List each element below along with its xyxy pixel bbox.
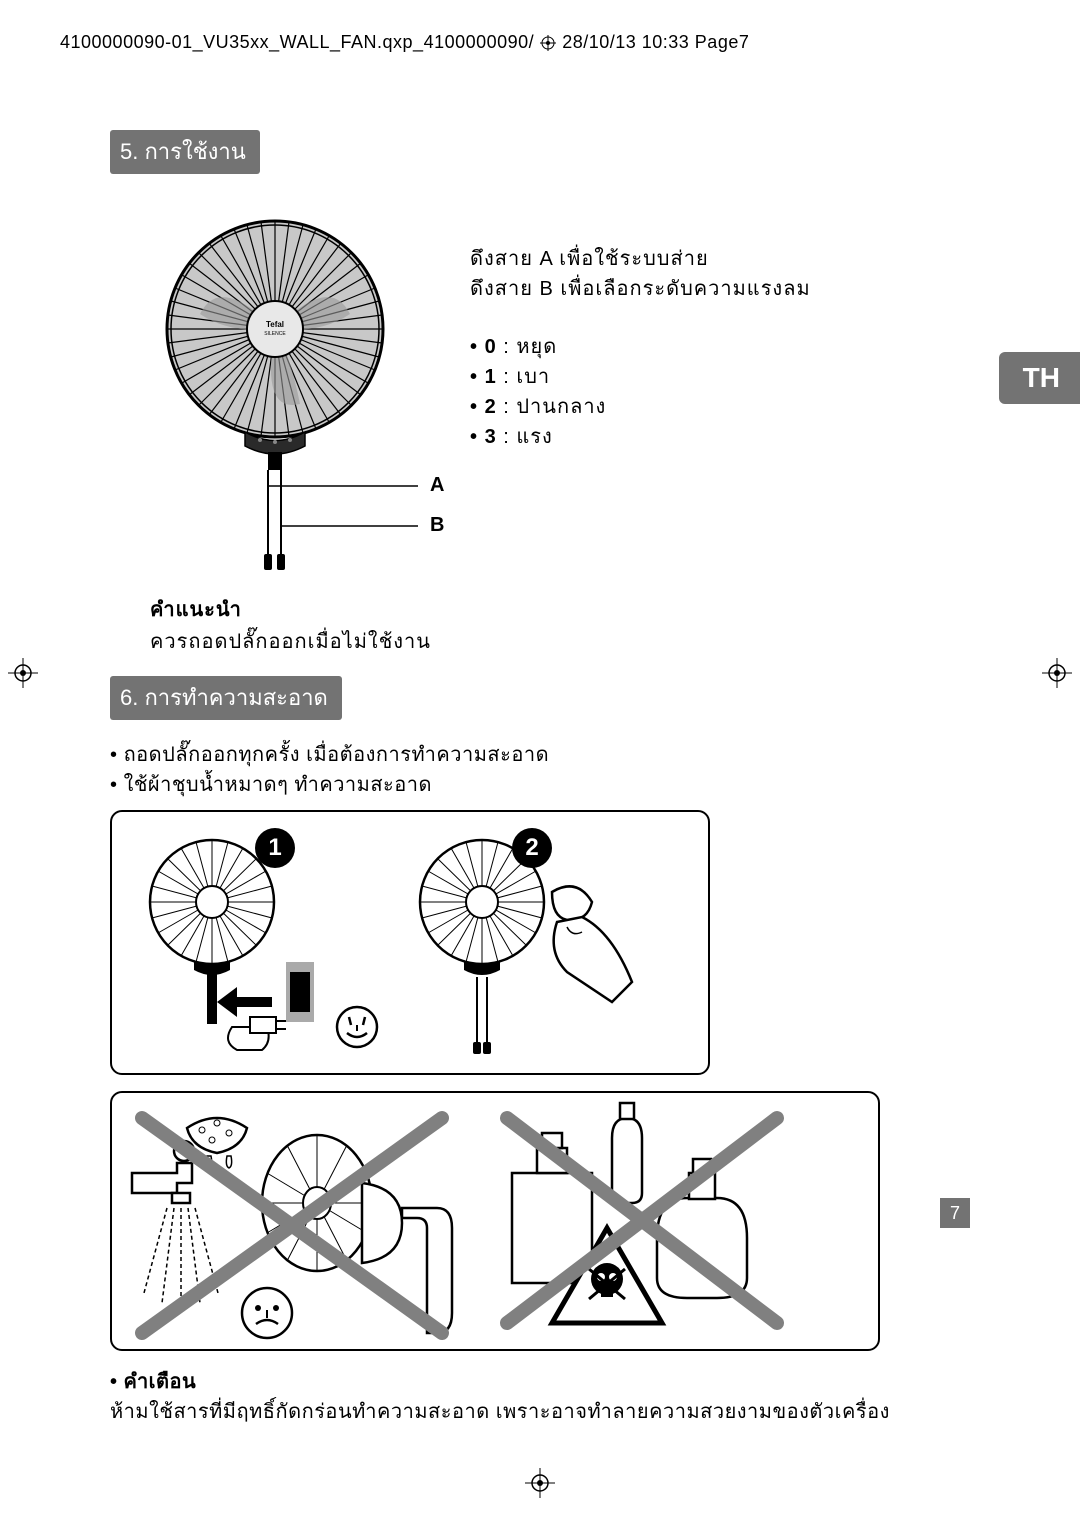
cleaning-list: ถอดปลั๊กออกทุกครั้ง เมื่อต้องการทำความสะ… — [110, 740, 970, 800]
inst-line-1: ดึงสาย A เพื่อใช้ระบบส่าย — [470, 244, 811, 274]
usage-instructions: ดึงสาย A เพื่อใช้ระบบส่าย ดึงสาย B เพื่อ… — [470, 244, 811, 452]
svg-text:SILENCE: SILENCE — [264, 331, 286, 337]
cleaning-warning-icon — [112, 1093, 882, 1353]
level-3: 3 : แรง — [470, 422, 811, 452]
crop-mark-bottom-icon — [525, 1468, 555, 1498]
svg-text:Tefal: Tefal — [266, 320, 284, 329]
crop-mark-right-icon — [1042, 658, 1072, 688]
fan-illustration-icon: Tefal SILENCE — [150, 214, 430, 574]
label-b: B — [430, 514, 444, 537]
level-1: 1 : เบา — [470, 362, 811, 392]
speed-levels-list: 0 : หยุด 1 : เบา 2 : ปานกลาง 3 : แรง — [470, 332, 811, 452]
cleaning-item-1: ถอดปลั๊กออกทุกครั้ง เมื่อต้องการทำความสะ… — [110, 740, 970, 770]
document-header: 4100000090-01_VU35xx_WALL_FAN.qxp_410000… — [60, 32, 749, 53]
cleaning-illustration-1: 1 2 — [110, 810, 710, 1075]
level-2: 2 : ปานกลาง — [470, 392, 811, 422]
section-5: 5. การใช้งาน Tefal — [110, 130, 970, 658]
crop-mark-left-icon — [8, 658, 38, 688]
warning-text: ห้ามใช้สารที่มีฤทธิ์กัดกร่อนทำความสะอาด … — [110, 1397, 970, 1427]
cleaning-item-2: ใช้ผ้าชุบน้ำหมาดๆ ทำความสะอาด — [110, 770, 970, 800]
header-marker-icon — [540, 35, 556, 51]
header-text-before: 4100000090-01_VU35xx_WALL_FAN.qxp_410000… — [60, 32, 534, 53]
recommendation: คำแนะนำ ควรถอดปลั๊กออกเมื่อไม่ใช้งาน — [150, 594, 970, 658]
recommendation-title: คำแนะนำ — [150, 594, 970, 626]
inst-line-2: ดึงสาย B เพื่อเลือกระดับความแรงลม — [470, 274, 811, 304]
warning-section: • คำเตือน ห้ามใช้สารที่มีฤทธิ์กัดกร่อนทำ… — [110, 1367, 970, 1427]
header-text-after: 28/10/13 10:33 Page7 — [562, 32, 749, 53]
level-0: 0 : หยุด — [470, 332, 811, 362]
label-a: A — [430, 474, 444, 497]
page-number: 7 — [940, 1198, 970, 1228]
language-tab: TH — [999, 352, 1080, 404]
section-6-title: 6. การทำความสะอาด — [110, 676, 342, 720]
badge-2: 2 — [512, 828, 552, 868]
recommendation-text: ควรถอดปลั๊กออกเมื่อไม่ใช้งาน — [150, 626, 970, 658]
cleaning-illustration-2 — [110, 1091, 880, 1351]
section-6: 6. การทำความสะอาด ถอดปลั๊กออกทุกครั้ง เม… — [110, 676, 970, 1427]
cleaning-steps-icon — [112, 812, 712, 1077]
fan-diagram: Tefal SILENCE A B — [150, 214, 970, 574]
badge-1: 1 — [255, 828, 295, 868]
warning-title: • คำเตือน — [110, 1367, 970, 1397]
section-5-title: 5. การใช้งาน — [110, 130, 260, 174]
